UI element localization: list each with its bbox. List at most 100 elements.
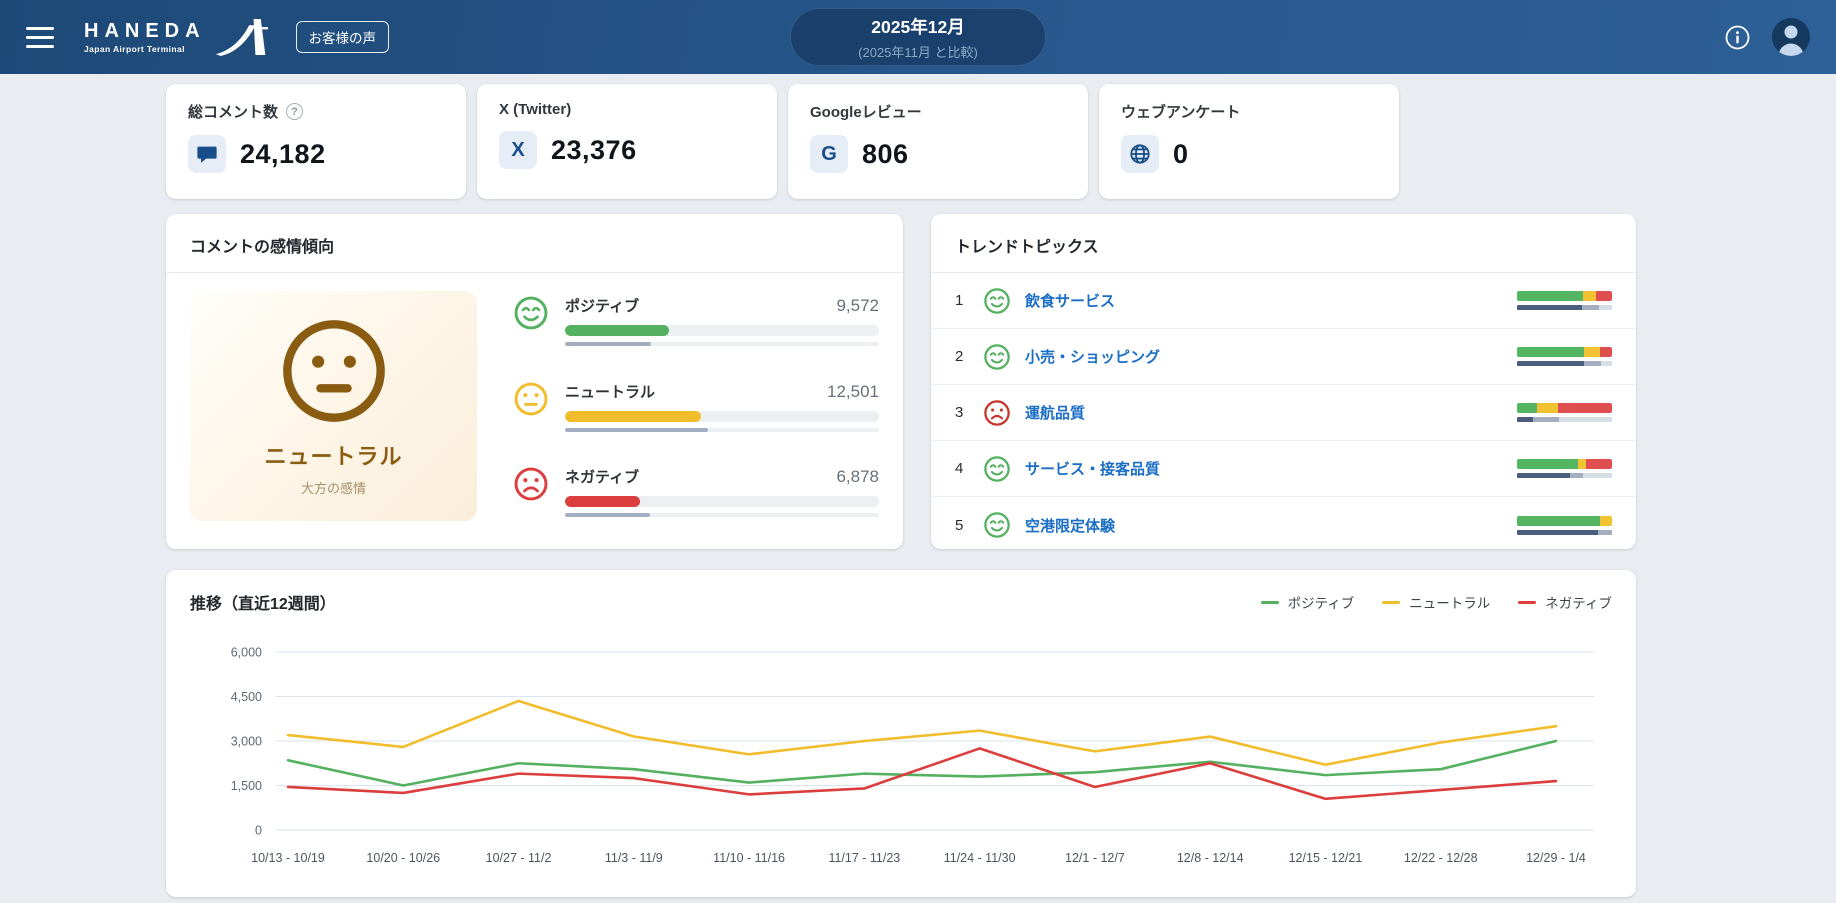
topic-link[interactable]: 運航品質: [1025, 405, 1086, 422]
svg-text:10/27 - 11/2: 10/27 - 11/2: [486, 851, 552, 865]
stat-card-x-twitter: X (Twitter) X 23,376: [477, 84, 777, 199]
comment-icon: [197, 146, 217, 163]
topic-sentiment-bars: [1517, 515, 1612, 535]
stat-value: 806: [862, 138, 909, 169]
topic-row[interactable]: 4 サービス・接客品質: [931, 441, 1636, 497]
negative-face-icon: [984, 399, 1010, 426]
topic-sentiment-bars: [1517, 347, 1612, 366]
overall-sentiment-label: ニュートラル: [264, 444, 403, 469]
topic-rank: 3: [955, 404, 964, 421]
stat-label: 総コメント数: [188, 104, 279, 121]
topics-list: 1 飲食サービス 2 小売・ショッピング 3 運航品質: [931, 273, 1636, 553]
stat-value: 0: [1173, 138, 1189, 169]
stat-card-web-survey: ウェブアンケート 0: [1099, 84, 1399, 199]
sentiment-label: ネガティブ: [565, 469, 640, 486]
legend-dash-negative: [1518, 600, 1537, 604]
overall-sentiment-panel: ニュートラル 大方の感情: [190, 291, 477, 521]
topic-link[interactable]: 小売・ショッピング: [1025, 349, 1161, 366]
negative-face-icon: [514, 467, 548, 501]
topic-rank: 1: [955, 292, 964, 309]
stat-value: 23,376: [551, 134, 637, 165]
stat-card-google-reviews: Googleレビュー G 806: [788, 84, 1088, 199]
chart-legend: ポジティブ ニュートラル ネガティブ: [1260, 592, 1612, 612]
topic-row[interactable]: 1 飲食サービス: [931, 273, 1636, 329]
sentiment-prev-bar: [565, 342, 879, 346]
topic-link[interactable]: 飲食サービス: [1025, 293, 1116, 310]
legend-item-neutral: ニュートラル: [1382, 592, 1490, 612]
sentiment-value: 6,878: [836, 467, 879, 486]
neutral-face-icon: [282, 320, 385, 422]
svg-text:12/22 - 12/28: 12/22 - 12/28: [1404, 851, 1478, 865]
sentiment-bar: [565, 496, 879, 507]
x-twitter-icon: X: [499, 131, 537, 169]
customer-voice-badge: お客様の声: [295, 21, 390, 53]
svg-text:1,500: 1,500: [231, 779, 262, 793]
svg-text:6,000: 6,000: [231, 646, 262, 660]
sentiment-card: コメントの感情傾向 ニュートラル 大方の感情: [166, 214, 903, 549]
user-avatar[interactable]: [1772, 18, 1810, 56]
topic-sentiment-bars: [1517, 291, 1612, 310]
topic-row[interactable]: 5 空港限定体験: [931, 497, 1636, 553]
svg-text:10/20 - 10/26: 10/20 - 10/26: [366, 851, 440, 865]
svg-text:11/3 - 11/9: 11/3 - 11/9: [605, 851, 663, 865]
help-icon[interactable]: ?: [286, 103, 304, 120]
globe-icon: [1130, 144, 1150, 164]
topic-rank: 2: [955, 348, 964, 365]
app-header: HANEDA Japan Airport Terminal お客様の声 2025…: [0, 0, 1836, 74]
legend-dash-neutral: [1382, 600, 1401, 604]
positive-face-icon: [984, 455, 1010, 482]
menu-hamburger-icon[interactable]: [26, 26, 54, 48]
stats-row: 総コメント数 ? 24,182 X (Twitter) X 23,376: [166, 84, 1636, 199]
sentiment-value: 9,572: [836, 296, 879, 315]
topic-link[interactable]: サービス・接客品質: [1025, 461, 1161, 478]
airplane-logo-icon: [215, 19, 268, 56]
svg-text:3,000: 3,000: [231, 735, 262, 749]
topic-sentiment-bars: [1517, 403, 1612, 422]
svg-text:12/29 - 1/4: 12/29 - 1/4: [1526, 851, 1586, 865]
person-icon: [1778, 25, 1804, 56]
sentiment-label: ポジティブ: [565, 298, 640, 315]
topic-row[interactable]: 2 小売・ショッピング: [931, 329, 1636, 385]
positive-face-icon: [514, 296, 548, 330]
svg-text:4,500: 4,500: [231, 690, 262, 704]
legend-item-negative: ネガティブ: [1518, 592, 1612, 612]
svg-text:12/1 - 12/7: 12/1 - 12/7: [1065, 851, 1125, 865]
topic-rank: 5: [955, 516, 964, 534]
svg-text:11/24 - 11/30: 11/24 - 11/30: [944, 851, 1016, 865]
svg-text:10/13 - 10/19: 10/13 - 10/19: [251, 851, 325, 865]
stat-label: X (Twitter): [499, 101, 572, 118]
trend-line-chart: 0 1,500 3,000 4,500 6,000 10/13 - 10/19 10/20 …: [231, 646, 1594, 865]
legend-item-positive: ポジティブ: [1260, 592, 1354, 612]
positive-face-icon: [984, 343, 1010, 370]
sentiment-value: 12,501: [827, 381, 879, 401]
stat-value: 24,182: [240, 138, 326, 169]
topic-sentiment-bars: [1517, 459, 1612, 478]
sentiment-row-positive: ポジティブ 9,572: [513, 295, 879, 346]
svg-text:12/8 - 12/14: 12/8 - 12/14: [1177, 851, 1244, 865]
logo-subtitle: Japan Airport Terminal: [84, 43, 185, 54]
trend-topics-card: トレンドトピックス 1 飲食サービス 2 小売・ショッピング 3: [931, 214, 1636, 549]
sentiment-label: ニュートラル: [565, 383, 656, 401]
logo-title: HANEDA: [84, 19, 206, 42]
sentiment-title: コメントの感情傾向: [190, 239, 335, 256]
sentiment-prev-bar: [565, 513, 879, 517]
topic-link[interactable]: 空港限定体験: [1025, 517, 1116, 535]
period-selector[interactable]: 2025年12月 (2025年11月 と比較): [790, 8, 1046, 66]
chart-title: 推移（直近12週間）: [190, 596, 336, 613]
sentiment-bar: [565, 325, 879, 336]
stat-label: Googleレビュー: [810, 104, 922, 121]
sentiment-row-neutral: ニュートラル 12,501: [513, 381, 879, 432]
svg-text:11/10 - 11/16: 11/10 - 11/16: [713, 851, 785, 865]
positive-face-icon: [984, 512, 1010, 538]
svg-text:11/17 - 11/23: 11/17 - 11/23: [828, 851, 900, 865]
sentiment-row-negative: ネガティブ 6,878: [513, 466, 879, 517]
overall-sentiment-sublabel: 大方の感情: [300, 481, 366, 496]
google-icon: G: [810, 135, 848, 173]
trend-chart-card: 推移（直近12週間） ポジティブ ニュートラル ネガティブ 0 1,500 3,00…: [166, 570, 1636, 897]
svg-text:12/15 - 12/21: 12/15 - 12/21: [1289, 851, 1363, 865]
info-icon[interactable]: [1725, 25, 1750, 50]
stat-label: ウェブアンケート: [1121, 104, 1241, 121]
topics-title: トレンドトピックス: [955, 239, 1099, 256]
topic-row[interactable]: 3 運航品質: [931, 385, 1636, 441]
svg-text:0: 0: [255, 824, 262, 838]
